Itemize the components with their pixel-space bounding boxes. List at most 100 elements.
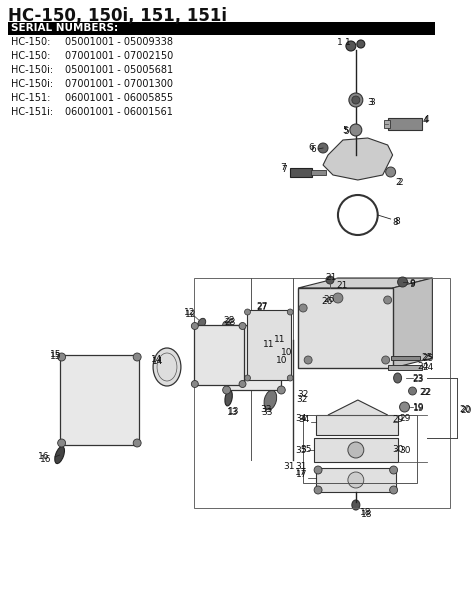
- Text: 1: 1: [345, 38, 351, 47]
- Text: 17: 17: [295, 468, 307, 477]
- Circle shape: [350, 124, 362, 136]
- Circle shape: [382, 356, 390, 364]
- Text: 34: 34: [298, 415, 310, 424]
- Text: 6: 6: [310, 145, 316, 154]
- Ellipse shape: [242, 342, 255, 358]
- Ellipse shape: [271, 338, 285, 348]
- Ellipse shape: [89, 416, 110, 434]
- Text: 06001001 - 06001561: 06001001 - 06001561: [64, 107, 173, 117]
- Text: 2: 2: [398, 178, 403, 187]
- Circle shape: [191, 381, 198, 387]
- Text: 14: 14: [152, 357, 164, 366]
- Text: 30: 30: [400, 446, 411, 455]
- Circle shape: [357, 40, 365, 48]
- Text: 33: 33: [260, 405, 272, 414]
- Text: 31: 31: [295, 462, 307, 471]
- Text: 4: 4: [422, 116, 428, 125]
- Circle shape: [133, 439, 141, 447]
- Text: 30: 30: [392, 445, 404, 454]
- Text: 20: 20: [459, 405, 471, 414]
- Text: HC-150:: HC-150:: [11, 37, 50, 47]
- Text: 8: 8: [395, 217, 401, 226]
- Text: HC-150, 150i, 151, 151i: HC-150, 150i, 151, 151i: [8, 7, 227, 25]
- Circle shape: [239, 322, 246, 330]
- Circle shape: [314, 486, 322, 494]
- Text: 19: 19: [412, 404, 424, 413]
- Text: 32: 32: [297, 390, 309, 399]
- Text: 31: 31: [283, 462, 295, 471]
- Circle shape: [390, 466, 398, 474]
- Text: HC-151i:: HC-151i:: [11, 107, 53, 117]
- Ellipse shape: [198, 318, 206, 328]
- Text: 8: 8: [392, 218, 398, 227]
- Text: 9: 9: [410, 279, 415, 288]
- Bar: [391, 356, 420, 360]
- Text: 5: 5: [343, 127, 349, 136]
- Text: HC-150:: HC-150:: [11, 51, 50, 61]
- Bar: [314, 438, 398, 462]
- Ellipse shape: [255, 329, 268, 347]
- Text: 07001001 - 07002150: 07001001 - 07002150: [64, 51, 173, 61]
- Circle shape: [349, 93, 363, 107]
- Circle shape: [398, 277, 408, 287]
- Ellipse shape: [264, 391, 277, 410]
- Text: 05001001 - 05009338: 05001001 - 05009338: [64, 37, 173, 47]
- Text: 23: 23: [412, 375, 424, 384]
- Polygon shape: [392, 278, 432, 368]
- Bar: [60, 355, 139, 445]
- Polygon shape: [298, 278, 432, 288]
- Text: 13: 13: [227, 408, 238, 417]
- Polygon shape: [334, 440, 378, 460]
- Text: 12: 12: [185, 310, 196, 319]
- Text: SERIAL NUMBERS:: SERIAL NUMBERS:: [11, 23, 118, 33]
- Text: HC-150i:: HC-150i:: [11, 79, 53, 89]
- Circle shape: [277, 386, 285, 394]
- Text: 6: 6: [308, 143, 314, 152]
- Circle shape: [133, 353, 141, 361]
- Circle shape: [390, 486, 398, 494]
- Text: 12: 12: [184, 308, 195, 317]
- Text: 10: 10: [276, 356, 288, 365]
- Circle shape: [348, 472, 364, 488]
- Bar: [316, 468, 396, 492]
- Circle shape: [223, 321, 231, 329]
- Text: 11: 11: [264, 340, 275, 349]
- Ellipse shape: [82, 367, 117, 409]
- Polygon shape: [328, 400, 388, 430]
- Text: 10: 10: [281, 348, 293, 357]
- Text: 16: 16: [40, 455, 51, 464]
- Text: 28: 28: [224, 316, 235, 325]
- Circle shape: [287, 309, 293, 315]
- Ellipse shape: [225, 390, 232, 406]
- Text: 33: 33: [262, 408, 273, 417]
- Text: 21: 21: [325, 273, 337, 282]
- Ellipse shape: [347, 308, 379, 342]
- Text: 24: 24: [422, 363, 434, 372]
- Circle shape: [191, 322, 198, 330]
- Ellipse shape: [153, 348, 181, 386]
- Text: 13: 13: [228, 407, 239, 416]
- Text: 25: 25: [422, 354, 434, 363]
- Text: HC-151:: HC-151:: [11, 93, 50, 103]
- Circle shape: [239, 381, 246, 387]
- Bar: [316, 415, 398, 435]
- Text: 21: 21: [336, 281, 347, 290]
- Circle shape: [352, 96, 360, 104]
- Text: 1: 1: [337, 38, 343, 47]
- Ellipse shape: [281, 351, 292, 361]
- Ellipse shape: [203, 338, 235, 373]
- Circle shape: [383, 296, 392, 304]
- Bar: [227, 325, 281, 390]
- Text: 26: 26: [321, 297, 332, 306]
- Bar: [194, 325, 244, 385]
- Ellipse shape: [309, 314, 319, 325]
- Text: 06001001 - 06005855: 06001001 - 06005855: [64, 93, 173, 103]
- Circle shape: [333, 293, 343, 303]
- Text: 34: 34: [295, 414, 307, 423]
- Circle shape: [386, 167, 396, 177]
- Circle shape: [245, 375, 250, 381]
- Text: 24: 24: [418, 362, 428, 371]
- Text: 11: 11: [274, 335, 286, 344]
- Text: HC-150i:: HC-150i:: [11, 65, 53, 75]
- Text: 15: 15: [50, 352, 61, 361]
